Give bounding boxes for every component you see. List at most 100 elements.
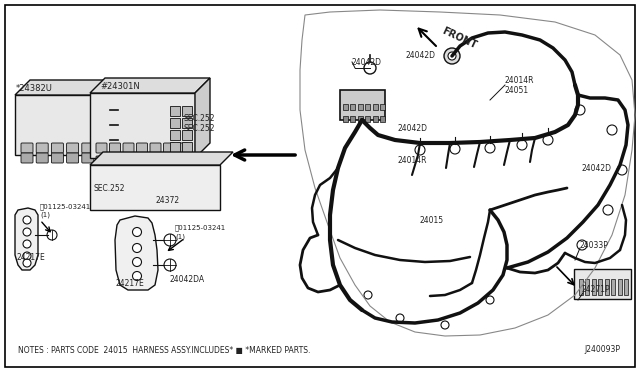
Bar <box>605 279 609 295</box>
Circle shape <box>132 244 141 253</box>
Text: 24217E: 24217E <box>16 253 45 263</box>
Circle shape <box>132 228 141 237</box>
Polygon shape <box>90 78 210 93</box>
Bar <box>365 116 370 122</box>
Circle shape <box>486 296 494 304</box>
Polygon shape <box>15 208 38 270</box>
Circle shape <box>164 234 176 246</box>
FancyBboxPatch shape <box>36 143 48 153</box>
Bar <box>343 116 348 122</box>
Bar <box>170 142 180 152</box>
Text: FRONT: FRONT <box>440 26 478 50</box>
Bar <box>343 104 348 110</box>
Circle shape <box>132 257 141 266</box>
FancyBboxPatch shape <box>82 153 94 163</box>
FancyBboxPatch shape <box>36 153 48 163</box>
Bar <box>170 130 180 140</box>
Circle shape <box>450 144 460 154</box>
Bar <box>624 279 628 295</box>
FancyBboxPatch shape <box>150 143 161 153</box>
Circle shape <box>617 165 627 175</box>
FancyBboxPatch shape <box>96 156 107 166</box>
Bar <box>592 279 596 295</box>
FancyBboxPatch shape <box>90 93 195 158</box>
Circle shape <box>164 259 176 271</box>
Text: SEC.252: SEC.252 <box>93 183 125 192</box>
Circle shape <box>47 230 57 240</box>
Bar <box>380 104 385 110</box>
Text: ⒵01125-03241: ⒵01125-03241 <box>175 225 227 231</box>
Text: 24271P: 24271P <box>582 285 611 295</box>
Text: #24301N: #24301N <box>100 81 140 90</box>
FancyBboxPatch shape <box>163 143 175 153</box>
Circle shape <box>23 259 31 267</box>
FancyBboxPatch shape <box>143 156 154 166</box>
Text: 24042D: 24042D <box>406 51 436 60</box>
FancyBboxPatch shape <box>340 90 385 120</box>
Text: *24382U: *24382U <box>16 83 53 93</box>
Bar <box>182 106 192 116</box>
FancyBboxPatch shape <box>67 153 79 163</box>
Bar <box>170 106 180 116</box>
FancyBboxPatch shape <box>96 143 107 153</box>
Text: 24014R: 24014R <box>505 76 534 84</box>
Circle shape <box>364 62 376 74</box>
Circle shape <box>448 52 456 60</box>
Text: 24051: 24051 <box>505 86 529 94</box>
FancyBboxPatch shape <box>123 143 134 153</box>
FancyBboxPatch shape <box>67 143 79 153</box>
FancyBboxPatch shape <box>136 143 147 153</box>
FancyBboxPatch shape <box>112 156 123 166</box>
Text: 24217E: 24217E <box>115 279 144 288</box>
Text: ⒵01125-03241: ⒵01125-03241 <box>40 204 92 210</box>
Text: 24372: 24372 <box>155 196 179 205</box>
Bar <box>182 118 192 128</box>
Circle shape <box>364 291 372 299</box>
Circle shape <box>23 216 31 224</box>
Bar <box>358 116 363 122</box>
Text: 24033P: 24033P <box>580 241 609 250</box>
Circle shape <box>396 314 404 322</box>
Text: SEC.252: SEC.252 <box>183 113 214 122</box>
FancyBboxPatch shape <box>51 153 63 163</box>
Text: (1): (1) <box>40 212 50 218</box>
Bar <box>598 279 602 295</box>
FancyBboxPatch shape <box>177 143 188 153</box>
Polygon shape <box>90 152 233 165</box>
Bar <box>350 104 355 110</box>
Text: 24042DA: 24042DA <box>170 276 205 285</box>
Polygon shape <box>15 80 125 95</box>
Bar <box>380 116 385 122</box>
Text: NOTES : PARTS CODE  24015  HARNESS ASSY.INCLUDES* ■ *MARKED PARTS.: NOTES : PARTS CODE 24015 HARNESS ASSY.IN… <box>18 346 310 355</box>
Circle shape <box>543 135 553 145</box>
Circle shape <box>485 143 495 153</box>
FancyBboxPatch shape <box>127 156 138 166</box>
Circle shape <box>517 140 527 150</box>
Bar <box>365 104 370 110</box>
Circle shape <box>23 252 31 260</box>
FancyBboxPatch shape <box>159 156 170 166</box>
Bar <box>611 279 615 295</box>
Circle shape <box>577 240 587 250</box>
Circle shape <box>444 48 460 64</box>
FancyBboxPatch shape <box>97 143 109 153</box>
Text: SEC.252: SEC.252 <box>183 124 214 132</box>
FancyBboxPatch shape <box>21 153 33 163</box>
Polygon shape <box>115 216 158 290</box>
Polygon shape <box>195 78 210 158</box>
Text: 24042D: 24042D <box>398 124 428 132</box>
FancyBboxPatch shape <box>15 95 110 155</box>
Text: J240093P: J240093P <box>584 346 620 355</box>
Text: (1): (1) <box>175 234 185 240</box>
FancyBboxPatch shape <box>109 143 120 153</box>
FancyBboxPatch shape <box>97 153 109 163</box>
FancyBboxPatch shape <box>51 143 63 153</box>
Circle shape <box>441 321 449 329</box>
Bar <box>182 130 192 140</box>
FancyBboxPatch shape <box>21 143 33 153</box>
Circle shape <box>132 272 141 280</box>
Circle shape <box>575 105 585 115</box>
Bar <box>182 142 192 152</box>
Circle shape <box>23 240 31 248</box>
Circle shape <box>23 228 31 236</box>
